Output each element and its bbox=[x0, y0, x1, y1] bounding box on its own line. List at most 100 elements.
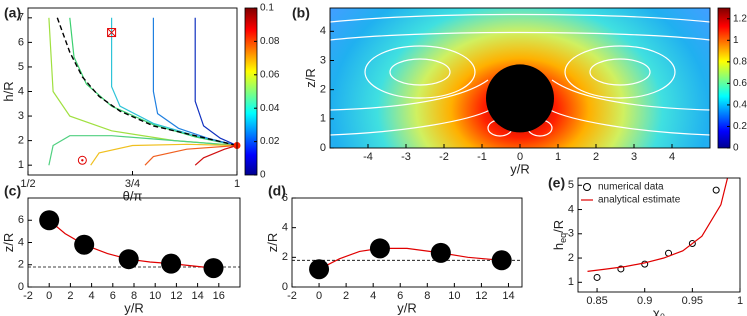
streamline bbox=[389, 58, 451, 86]
y-tick-label: 4 bbox=[282, 222, 288, 234]
y-tick-label: 4 bbox=[18, 85, 24, 97]
x-tick-label: 3/4 bbox=[125, 178, 140, 190]
y-tick-label: 3 bbox=[320, 54, 326, 66]
streamline bbox=[564, 45, 676, 99]
x-tick-label: 10 bbox=[448, 290, 460, 302]
x-tick-label: 0 bbox=[316, 290, 322, 302]
streamline bbox=[549, 109, 710, 136]
axes-frame bbox=[27, 7, 238, 176]
x-tick-label: 14 bbox=[502, 290, 514, 302]
x-tick-label: 6 bbox=[397, 290, 403, 302]
x-tick-label: -2 bbox=[287, 290, 297, 302]
colorbar-tick-label: 0 bbox=[733, 143, 739, 154]
y-tick-label: 5 bbox=[568, 179, 574, 191]
colorbar bbox=[244, 7, 258, 176]
streamline bbox=[364, 45, 476, 99]
x-axis-label: y/R bbox=[397, 300, 417, 315]
x-tick-label: 0 bbox=[46, 290, 52, 302]
particle bbox=[74, 234, 95, 255]
x-tick-label: 2 bbox=[67, 290, 73, 302]
axes-frame bbox=[291, 197, 523, 288]
y-tick-label: 2 bbox=[18, 259, 24, 271]
x-tick-label: 0.95 bbox=[682, 295, 703, 307]
y-tick-label: 2 bbox=[282, 251, 288, 263]
legend-swatch bbox=[583, 183, 591, 191]
colorbar-tick-label: 0 bbox=[260, 170, 266, 181]
x-tick-label: 6 bbox=[110, 290, 116, 302]
fixed-point-dot bbox=[81, 159, 84, 162]
x-tick-label: 3 bbox=[631, 151, 637, 163]
particle bbox=[39, 210, 60, 231]
separatrix bbox=[56, 17, 238, 147]
particle bbox=[486, 64, 554, 133]
fixed-point bbox=[77, 155, 87, 165]
y-tick-label: 4 bbox=[568, 203, 574, 215]
data-point bbox=[712, 186, 720, 194]
x-axis-label: χ₀ bbox=[653, 305, 665, 316]
x-tick-label: 0.85 bbox=[586, 295, 607, 307]
legend-label: analytical estimate bbox=[598, 195, 681, 206]
y-tick-label: 2 bbox=[568, 252, 574, 264]
y-tick-label: 0 bbox=[18, 281, 24, 293]
trajectory bbox=[194, 144, 238, 166]
y-tick-label: 7 bbox=[18, 12, 24, 24]
particle bbox=[161, 253, 182, 274]
streamline bbox=[330, 109, 491, 136]
panel-label: (b) bbox=[292, 5, 310, 21]
y-axis-label: z/R bbox=[1, 233, 16, 253]
x-tick-label: 4 bbox=[370, 290, 376, 302]
colorbar-tick-label: 0.6 bbox=[733, 78, 747, 89]
x-tick-label: 1 bbox=[555, 151, 561, 163]
data-point bbox=[593, 273, 601, 281]
unstable-point-cross bbox=[107, 28, 116, 37]
y-axis-label: z/R bbox=[265, 233, 280, 253]
y-label-main: z/R bbox=[1, 233, 16, 253]
y-tick-label: 0 bbox=[320, 142, 326, 154]
x-tick-label: -3 bbox=[401, 151, 411, 163]
y-tick-label: 1 bbox=[18, 159, 24, 171]
colorbar-tick-label: 0.02 bbox=[260, 136, 280, 147]
data-point bbox=[641, 260, 649, 268]
x-tick-label: 0.9 bbox=[637, 295, 652, 307]
particle bbox=[491, 250, 512, 271]
y-tick-label: 6 bbox=[18, 214, 24, 226]
particle bbox=[309, 259, 330, 280]
particle bbox=[118, 249, 139, 270]
panel-label: (a) bbox=[4, 5, 21, 21]
x-tick-label: -4 bbox=[363, 151, 373, 163]
y-tick-label: 6 bbox=[282, 192, 288, 204]
y-tick-label: 6 bbox=[18, 36, 24, 48]
y-axis-label: h/R bbox=[1, 81, 16, 101]
streamline bbox=[589, 58, 651, 86]
trajectory bbox=[194, 17, 238, 147]
y-tick-label: 3 bbox=[18, 110, 24, 122]
y-tick-label: 5 bbox=[18, 61, 24, 73]
data-point bbox=[617, 265, 625, 273]
x-tick-label: 1 bbox=[234, 178, 240, 190]
x-tick-label: -2 bbox=[439, 151, 449, 163]
axes-frame bbox=[577, 177, 741, 293]
data-point bbox=[688, 239, 696, 247]
x-axis-label: y/R bbox=[124, 300, 144, 315]
panel-label: (d) bbox=[268, 183, 286, 199]
legend-label: numerical data bbox=[598, 182, 664, 193]
unstable-point bbox=[107, 28, 117, 38]
colorbar-tick-label: 1.2 bbox=[733, 13, 747, 24]
series-line bbox=[587, 178, 729, 272]
streamline bbox=[330, 31, 710, 41]
colorbar-tick-label: 0.06 bbox=[260, 69, 280, 80]
y-axis-label: z/R bbox=[303, 68, 318, 88]
y-label-main: h/R bbox=[1, 81, 16, 101]
streamline bbox=[330, 79, 489, 111]
x-tick-label: 8 bbox=[131, 290, 137, 302]
colorbar-tick-label: 0.4 bbox=[733, 100, 747, 111]
colorbar-tick-label: 0.8 bbox=[733, 56, 747, 67]
x-tick-label: 10 bbox=[149, 290, 161, 302]
x-tick-label: -1 bbox=[477, 151, 487, 163]
y-tick-label: 4 bbox=[18, 236, 24, 248]
x-tick-label: 0 bbox=[517, 151, 523, 163]
x-axis-label: y/R bbox=[510, 161, 530, 176]
x-tick-label: 2 bbox=[343, 290, 349, 302]
y-tick-label: 0 bbox=[282, 281, 288, 293]
